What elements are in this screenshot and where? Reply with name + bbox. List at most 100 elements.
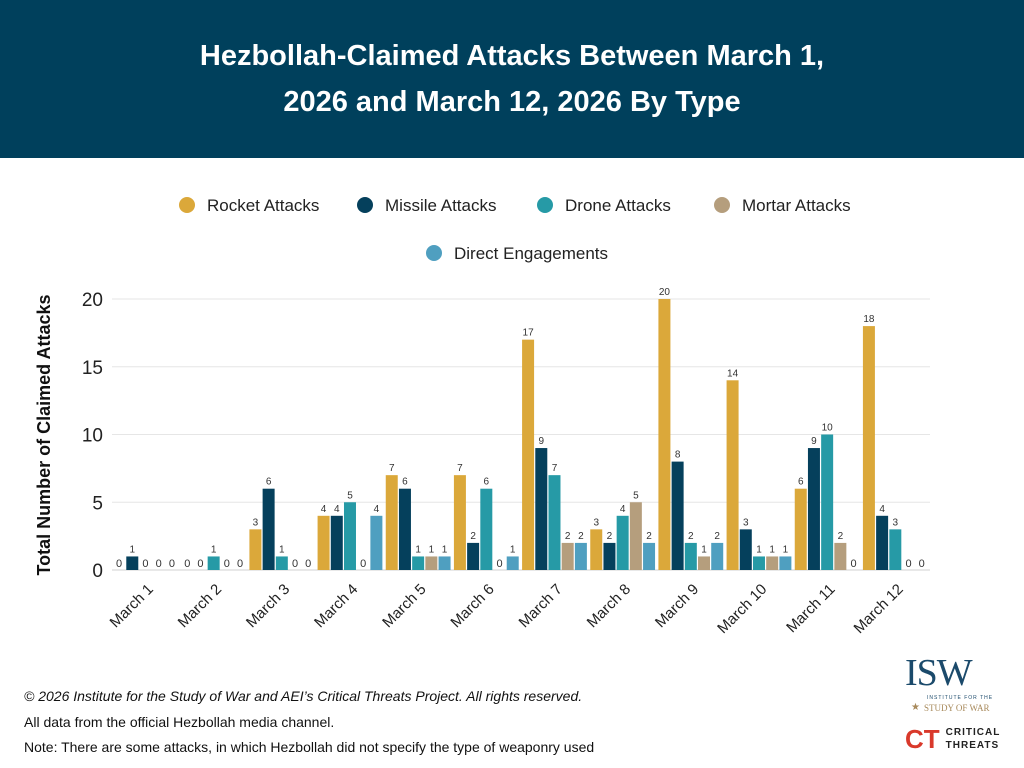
- data-label: 2: [646, 531, 652, 542]
- bar: [603, 542, 616, 570]
- bar: [385, 475, 398, 570]
- bar: [480, 488, 493, 570]
- bar: [370, 515, 383, 570]
- y-tick-label: 0: [92, 561, 103, 582]
- x-tick-label: March 9: [652, 581, 702, 631]
- bar: [438, 556, 451, 570]
- data-label: 0: [224, 558, 230, 570]
- bar: [684, 542, 697, 570]
- ct-logo-line2: THREATS: [945, 740, 1000, 751]
- data-label: 8: [675, 450, 681, 461]
- bar: [658, 299, 671, 570]
- data-label: 5: [347, 490, 353, 501]
- data-label: 2: [714, 531, 720, 542]
- bar: [794, 488, 807, 570]
- data-label: 2: [565, 531, 571, 542]
- data-label: 2: [470, 531, 476, 542]
- data-label: 6: [484, 477, 490, 488]
- bar: [698, 556, 711, 570]
- data-label: 18: [863, 314, 875, 325]
- y-tick-label: 20: [82, 290, 103, 311]
- data-label: 9: [539, 436, 545, 447]
- data-label: 0: [169, 558, 175, 570]
- copyright-text: © 2026 Institute for the Study of War an…: [24, 688, 583, 704]
- bar: [574, 542, 587, 570]
- bar: [535, 448, 548, 570]
- data-label: 0: [156, 558, 162, 570]
- ct-mark-icon: CT: [905, 724, 940, 754]
- x-tick-label: March 6: [447, 581, 497, 631]
- bar: [876, 515, 889, 570]
- data-label: 1: [769, 544, 775, 555]
- bar: [412, 556, 425, 570]
- data-label: 0: [919, 558, 925, 570]
- bar: [522, 339, 535, 570]
- data-label: 10: [822, 423, 834, 434]
- bar: [453, 475, 466, 570]
- data-label: 9: [811, 436, 817, 447]
- y-tick-label: 15: [82, 358, 103, 379]
- bar: [779, 556, 792, 570]
- data-label: 0: [292, 558, 298, 570]
- isw-logo: ISW INSTITUTE FOR THE ★ STUDY OF WAR: [905, 652, 1015, 714]
- data-label: 6: [798, 477, 804, 488]
- x-tick-label: March 11: [783, 581, 838, 636]
- bar: [548, 475, 561, 570]
- bar: [425, 556, 438, 570]
- data-label: 2: [688, 531, 694, 542]
- data-label: 0: [905, 558, 911, 570]
- data-label: 5: [633, 490, 639, 501]
- bar: [711, 542, 724, 570]
- x-tick-label: March 5: [379, 581, 429, 631]
- bar: [343, 502, 356, 570]
- data-label: 7: [552, 463, 558, 474]
- data-label: 6: [266, 477, 272, 488]
- bar: [862, 326, 875, 570]
- data-label: 1: [211, 544, 217, 555]
- bar: [330, 515, 343, 570]
- data-label: 0: [197, 558, 203, 570]
- data-label: 0: [360, 558, 366, 570]
- critical-threats-logo: CT CRITICAL THREATS: [905, 724, 1000, 754]
- y-tick-label: 10: [82, 426, 103, 447]
- data-label: 3: [253, 517, 259, 528]
- isw-logo-sub2-text: STUDY OF WAR: [923, 703, 990, 713]
- data-label: 1: [783, 544, 789, 555]
- y-tick-label: 5: [92, 493, 103, 514]
- ct-logo-line1: CRITICAL: [945, 727, 1001, 738]
- x-tick-label: March 10: [714, 581, 770, 637]
- data-label: 0: [850, 558, 856, 570]
- bar: [726, 380, 739, 570]
- legend-marker: [714, 197, 730, 213]
- bar: [561, 542, 574, 570]
- bar: [249, 529, 262, 570]
- bar: [807, 448, 820, 570]
- data-label: 4: [374, 504, 380, 515]
- bar: [207, 556, 220, 570]
- bar: [752, 556, 765, 570]
- x-tick-label: March 12: [851, 581, 907, 637]
- bar: [766, 556, 779, 570]
- bar: [889, 529, 902, 570]
- legend-label: Direct Engagements: [454, 244, 608, 263]
- data-label: 1: [279, 544, 285, 555]
- bar: [629, 502, 642, 570]
- data-label: 0: [116, 558, 122, 570]
- bar: [467, 542, 480, 570]
- data-label: 4: [334, 504, 340, 515]
- data-label: 0: [305, 558, 311, 570]
- bar: [262, 488, 275, 570]
- legend-label: Rocket Attacks: [207, 196, 319, 215]
- data-label: 3: [893, 517, 899, 528]
- data-label: 1: [442, 544, 448, 555]
- x-tick-label: March 2: [175, 581, 225, 631]
- data-label: 17: [523, 328, 535, 339]
- bar: [506, 556, 519, 570]
- data-label: 1: [429, 544, 435, 555]
- data-label: 7: [457, 463, 463, 474]
- isw-logo-sub2: ★ STUDY OF WAR: [911, 702, 1015, 714]
- x-tick-label: March 8: [584, 581, 634, 631]
- x-tick-label: March 1: [107, 581, 157, 631]
- y-axis-label: Total Number of Claimed Attacks: [34, 294, 54, 575]
- legend-label: Missile Attacks: [385, 196, 496, 215]
